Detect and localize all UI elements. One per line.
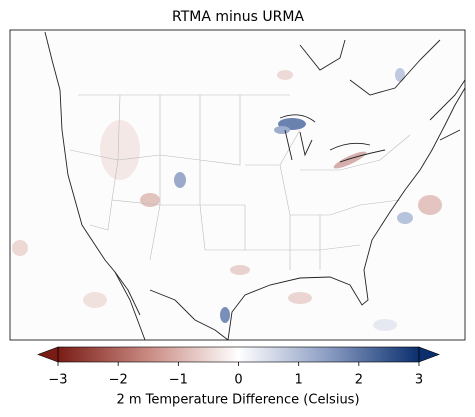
colorbar-tick-label: −2	[109, 373, 128, 388]
title: RTMA minus URMA	[172, 9, 304, 25]
colorbar-tick-label: 0	[234, 373, 242, 388]
colorbar: −3 −2 −1 0 1 2 3	[37, 346, 440, 388]
colorbar-extend-high	[418, 346, 440, 363]
colorbar-tick-label: −3	[48, 373, 67, 388]
colorbar-tick-label: 1	[295, 373, 303, 388]
colorbar-tick-label: −1	[169, 373, 188, 388]
colorbar-label: 2 m Temperature Difference (Celsius)	[116, 393, 359, 408]
colorbar-tick-label: 2	[355, 373, 363, 388]
colorbar-extend-low	[37, 346, 59, 363]
anomaly-blobs	[12, 68, 442, 331]
coastlines	[44, 31, 465, 340]
map	[10, 30, 465, 340]
colorbar-tick-label: 3	[415, 373, 423, 388]
map-frame	[9, 29, 466, 341]
state-borders	[69, 94, 411, 270]
colorbar-gradient	[58, 347, 419, 362]
